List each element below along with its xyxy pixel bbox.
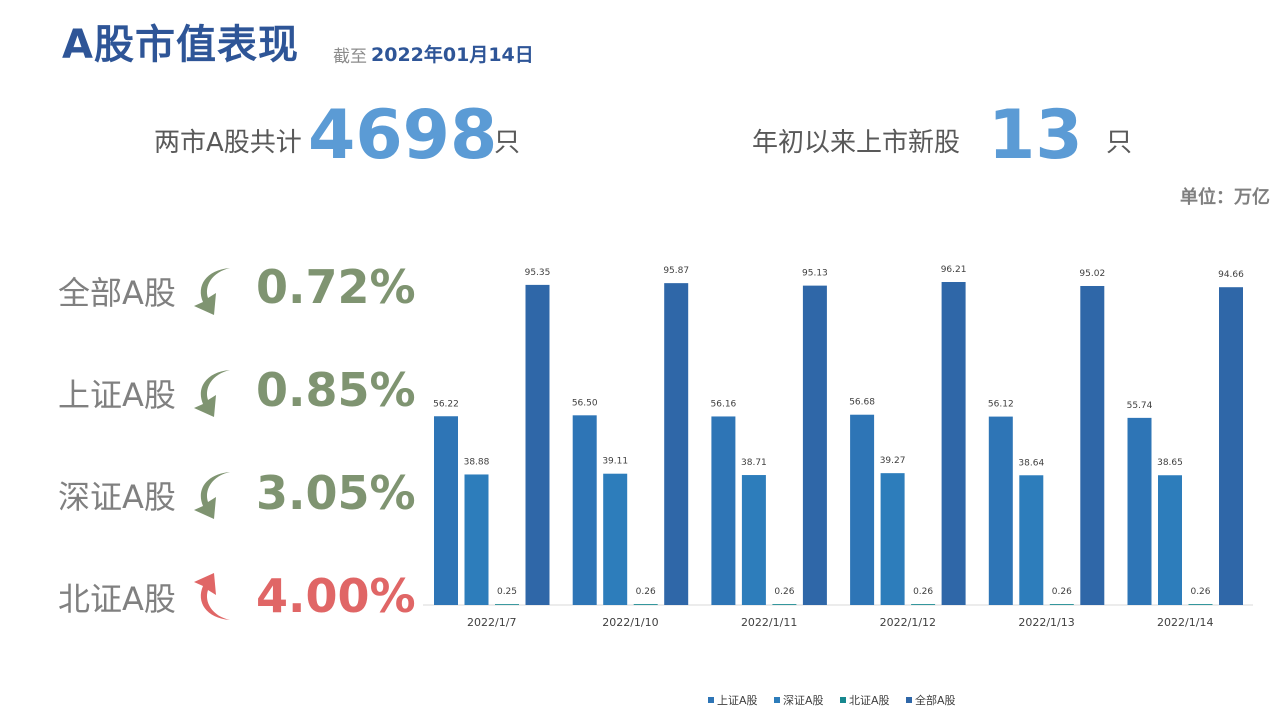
bar <box>464 474 489 605</box>
x-tick-label: 2022/1/14 <box>1157 616 1213 629</box>
bar <box>633 604 658 605</box>
stat-value: 4698 <box>308 96 498 175</box>
title: A股市值表现 <box>62 22 299 68</box>
bar <box>525 284 550 605</box>
x-tick-label: 2022/1/12 <box>880 616 936 629</box>
legend-label: 全部A股 <box>915 693 956 707</box>
bar <box>1080 285 1105 605</box>
change-value: 4.00% <box>256 569 416 623</box>
bar <box>434 416 458 605</box>
bar <box>1158 475 1182 605</box>
change-value: 3.05% <box>256 466 416 520</box>
as-of-label: 截至 <box>333 47 367 67</box>
value-label: 95.87 <box>663 266 689 276</box>
value-label: 38.65 <box>1157 458 1183 468</box>
value-label: 56.22 <box>433 399 459 409</box>
bar <box>1019 475 1044 605</box>
bar <box>1219 287 1243 605</box>
bar <box>1127 417 1152 605</box>
down-arrow <box>194 472 230 519</box>
stat-unit: 只 <box>494 128 521 158</box>
stat-unit: 只 <box>1106 128 1133 158</box>
bar <box>711 416 736 605</box>
value-label: 55.74 <box>1127 401 1153 411</box>
x-tick-label: 2022/1/7 <box>467 616 516 629</box>
bar <box>802 285 827 605</box>
value-label: 0.26 <box>774 587 794 597</box>
legend-swatch <box>840 697 846 703</box>
value-label: 56.50 <box>572 398 598 408</box>
legend-swatch <box>906 697 912 703</box>
bar <box>880 473 905 605</box>
change-name: 上证A股 <box>58 376 176 414</box>
bar <box>741 475 766 605</box>
value-label: 95.13 <box>802 269 828 279</box>
value-label: 95.02 <box>1079 269 1105 279</box>
stat-label: 两市A股共计 <box>154 128 302 158</box>
unit-note: 单位：万亿 <box>1180 187 1270 208</box>
value-label: 56.68 <box>849 398 875 408</box>
x-tick-label: 2022/1/11 <box>741 616 797 629</box>
bar <box>772 604 797 605</box>
change-value: 0.85% <box>256 363 416 417</box>
change-value: 0.72% <box>256 260 416 314</box>
legend-swatch <box>708 697 714 703</box>
legend-label: 上证A股 <box>717 694 758 707</box>
value-label: 38.88 <box>464 457 490 467</box>
value-label: 95.35 <box>525 268 551 278</box>
bar <box>850 414 875 605</box>
down-arrow <box>194 268 230 315</box>
x-tick-label: 2022/1/13 <box>1018 616 1074 629</box>
value-label: 56.12 <box>988 400 1014 410</box>
value-label: 0.26 <box>636 587 656 597</box>
bar <box>1049 604 1074 605</box>
value-label: 39.27 <box>880 456 906 466</box>
bar <box>1188 604 1213 605</box>
value-label: 0.26 <box>1190 587 1210 597</box>
arrow-icons <box>194 268 230 620</box>
value-label: 0.26 <box>1052 587 1072 597</box>
change-name: 全部A股 <box>58 274 176 312</box>
legend-swatch <box>774 697 780 703</box>
bar <box>603 473 628 605</box>
as-of-date: 2022年01月14日 <box>371 44 534 66</box>
bar <box>495 604 519 605</box>
value-label: 38.71 <box>741 458 767 468</box>
down-arrow <box>194 370 230 417</box>
bar <box>664 283 689 605</box>
value-label: 96.21 <box>941 265 967 275</box>
legend-label: 深证A股 <box>783 694 824 707</box>
legend-label: 北证A股 <box>849 694 890 707</box>
x-tick-label: 2022/1/10 <box>602 616 658 629</box>
bar <box>911 604 936 605</box>
change-name: 深证A股 <box>58 478 176 516</box>
value-label: 56.16 <box>711 399 737 409</box>
stat-value: 13 <box>988 96 1083 175</box>
bar <box>572 415 597 605</box>
value-label: 0.25 <box>497 587 517 597</box>
value-label: 0.26 <box>913 587 933 597</box>
bar <box>988 416 1013 605</box>
value-label: 39.11 <box>602 457 628 467</box>
up-arrow <box>194 573 230 620</box>
value-label: 94.66 <box>1218 270 1244 280</box>
bar <box>941 282 966 605</box>
stat-label: 年初以来上市新股 <box>752 128 961 158</box>
value-label: 38.64 <box>1018 458 1044 468</box>
change-name: 北证A股 <box>58 580 176 618</box>
